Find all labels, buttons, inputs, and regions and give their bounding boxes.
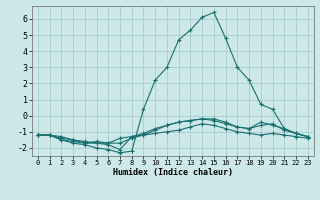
X-axis label: Humidex (Indice chaleur): Humidex (Indice chaleur) <box>113 168 233 177</box>
